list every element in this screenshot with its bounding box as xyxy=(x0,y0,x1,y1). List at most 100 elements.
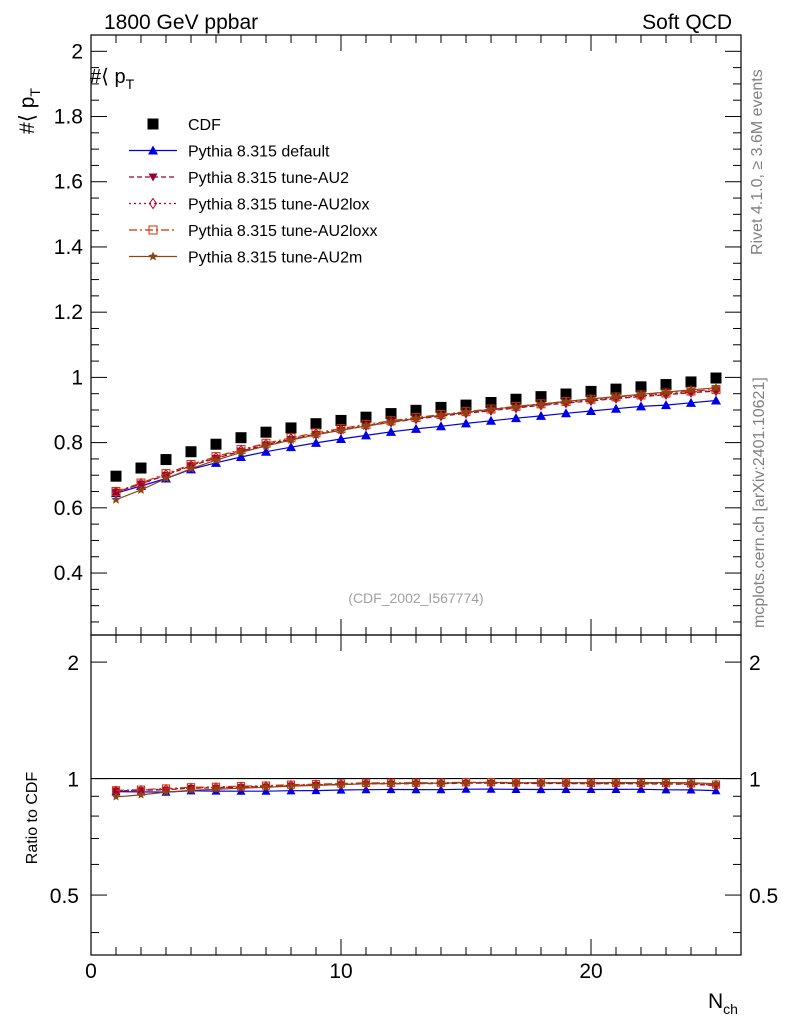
main-y-tick-label: 2 xyxy=(71,40,83,63)
tick-labels: 0.40.60.811.21.41.61.820.5 0.51 12 20 10 20 xyxy=(50,40,778,983)
data-point-default xyxy=(536,410,546,420)
ratio-panel-frame xyxy=(90,634,742,956)
data-point-cdf xyxy=(510,393,522,405)
series-au2lox xyxy=(111,384,721,499)
data-point-default xyxy=(386,426,396,436)
data-point-cdf xyxy=(535,391,547,403)
data-point-default xyxy=(686,397,696,407)
data-point-au2m xyxy=(111,494,121,504)
ratio-point-au2m xyxy=(661,778,671,787)
ratio-point-au2m xyxy=(386,779,396,788)
ratio-point-default xyxy=(511,784,521,793)
mcplots-label: mcplots.cern.ch [arXiv:2401.10621] xyxy=(751,377,768,628)
data-point-default xyxy=(661,400,671,410)
data-point-cdf xyxy=(185,446,197,458)
x-tick-label: 10 xyxy=(329,960,352,983)
main-y-tick-label: 0.8 xyxy=(54,432,83,455)
data-point-default xyxy=(486,415,496,425)
ratio-point-au2m xyxy=(511,778,521,787)
ratio-point-au2m xyxy=(286,781,296,790)
data-point-default xyxy=(236,451,246,461)
ratio-point-default xyxy=(586,784,596,794)
x-axis-label: Nch xyxy=(708,990,738,1017)
legend-entry-default: Pythia 8.315 default xyxy=(129,144,330,161)
plot-title: #⟨ pT xyxy=(90,66,135,92)
header-left: 1800 GeV ppbar xyxy=(104,11,258,34)
data-point-au2loxx xyxy=(361,419,371,429)
rivet-version-label: Rivet 4.1.0, ≥ 3.6M events xyxy=(749,69,766,255)
data-point-au2m xyxy=(136,484,146,494)
ratio-point-au2m xyxy=(211,784,221,793)
series-au2loxx xyxy=(111,384,721,497)
legend-entry-au2loxx: Pythia 8.315 tune-AU2loxx xyxy=(129,223,377,240)
legend-label-cdf: CDF xyxy=(188,117,221,134)
data-point-cdf xyxy=(635,381,647,393)
main-y-tick-label: 0.4 xyxy=(54,562,84,585)
legend-entry-cdf: CDF xyxy=(147,117,221,134)
legend-label-au2loxx: Pythia 8.315 tune-AU2loxx xyxy=(188,223,377,240)
data-point-default xyxy=(561,408,571,418)
ratio-point-au2m xyxy=(361,779,371,788)
series-line-au2m xyxy=(115,387,717,501)
legend-entry-au2m: Pythia 8.315 tune-AU2m xyxy=(129,250,362,267)
data-point-cdf xyxy=(360,411,372,423)
ratio-point-au2m xyxy=(111,792,121,801)
ratio-point-au2m xyxy=(711,779,721,788)
ratio-point-au2m xyxy=(311,780,321,790)
ratio-y-axis-label: Ratio to CDF xyxy=(24,772,41,865)
ratio-y-tick-label-right: 2 xyxy=(749,652,761,675)
data-point-au2m xyxy=(661,387,671,397)
data-point-default xyxy=(286,442,296,452)
legend-marker-au2loxx xyxy=(148,225,158,235)
data-point-cdf xyxy=(460,399,472,411)
data-point-au2lox xyxy=(711,384,721,397)
ratio-point-au2m xyxy=(436,778,446,787)
ratio-point-default xyxy=(411,785,421,794)
series-cdf xyxy=(110,372,722,482)
ratio-point-default xyxy=(436,785,446,794)
ratio-point-au2lox xyxy=(287,779,295,791)
data-point-au2m xyxy=(161,473,171,483)
series-line-au2loxx xyxy=(115,388,717,493)
ratio-y-tick-label-right: 0.5 xyxy=(749,885,778,908)
data-point-default xyxy=(611,403,621,413)
data-point-default xyxy=(411,423,421,433)
ratio-point-au2lox xyxy=(312,779,320,791)
data-point-cdf xyxy=(285,422,297,434)
data-point-default xyxy=(711,395,721,405)
legend-marker-au2m xyxy=(148,251,158,261)
ratio-point-au2lox xyxy=(237,781,245,793)
data-point-cdf xyxy=(335,414,347,426)
ratio-point-au2m xyxy=(636,778,646,787)
ratio-point-au2m xyxy=(186,785,196,794)
legend-label-au2: Pythia 8.315 tune-AU2 xyxy=(188,170,349,187)
data-point-au2m xyxy=(286,435,296,445)
ratio-point-au2lox xyxy=(387,778,395,789)
x-tick-label: 20 xyxy=(579,960,602,983)
ratio-point-default xyxy=(536,784,546,794)
ratio-point-au2m xyxy=(461,778,471,787)
data-point-cdf xyxy=(210,438,222,450)
analysis-id: (CDF_2002_I567774) xyxy=(348,590,483,606)
legend-marker-cdf xyxy=(147,118,159,130)
ratio-point-default xyxy=(486,784,496,793)
main-y-tick-label: 1.2 xyxy=(54,301,83,324)
ratio-point-au2m xyxy=(486,777,496,787)
data-point-au2m xyxy=(686,384,696,394)
main-y-axis-label: #⟨ pT xyxy=(16,88,43,134)
ratio-point-au2m xyxy=(136,790,146,799)
ratio-series xyxy=(111,777,721,801)
ratio-point-au2lox xyxy=(187,782,195,794)
data-point-cdf xyxy=(110,470,122,482)
data-point-au2m xyxy=(561,396,571,406)
data-point-au2m xyxy=(186,463,196,473)
main-y-tick-label: 1 xyxy=(71,366,83,389)
ratio-point-default xyxy=(361,785,371,794)
data-point-cdf xyxy=(610,383,622,395)
main-series xyxy=(110,372,722,504)
ratio-point-au2m xyxy=(611,778,621,787)
ratio-series-au2m xyxy=(111,777,721,801)
data-point-au2lox xyxy=(386,415,396,428)
ratio-point-au2m xyxy=(686,778,696,787)
